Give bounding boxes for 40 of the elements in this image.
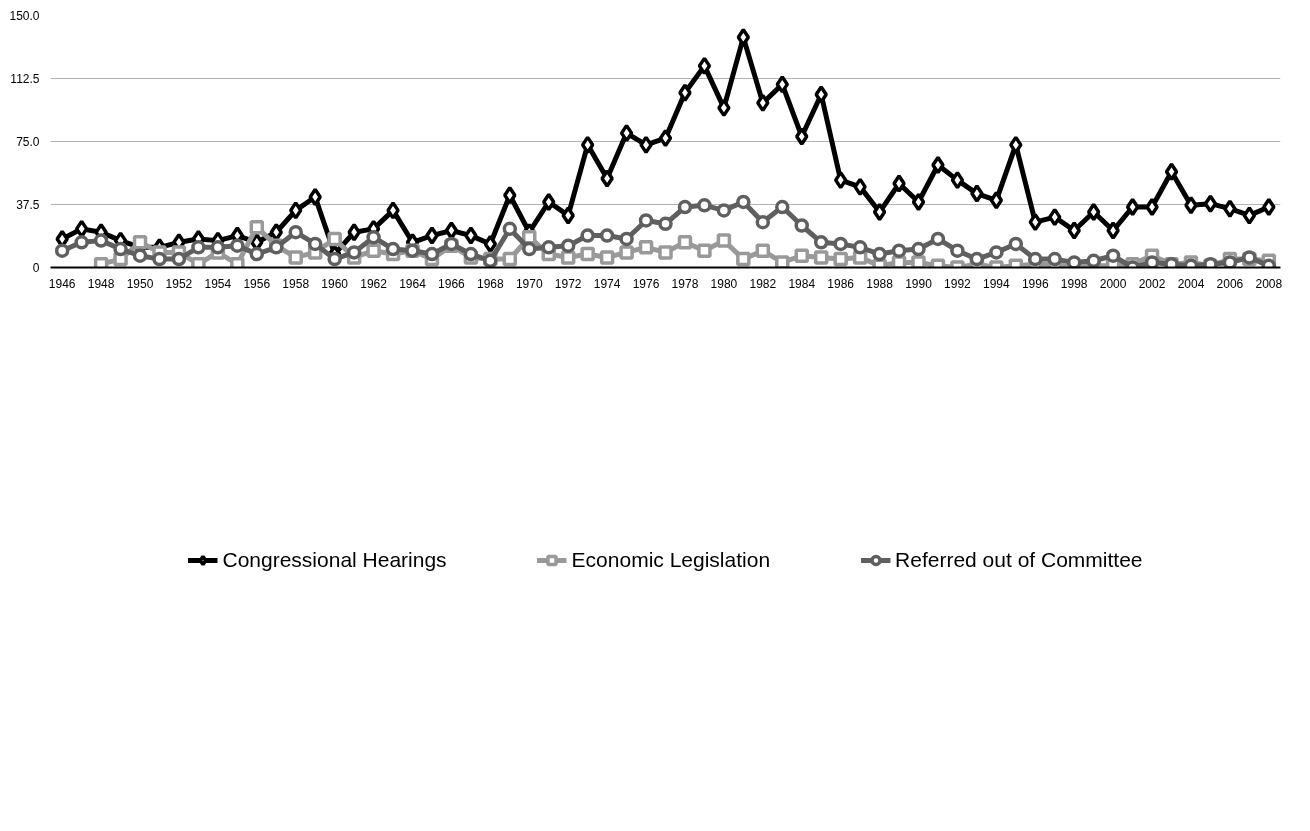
- x-tick-label: 2002: [1138, 276, 1166, 291]
- x-tick-label: 1952: [165, 276, 193, 291]
- x-tick-label: 1972: [554, 276, 582, 291]
- x-tick-label: 2000: [1099, 276, 1127, 291]
- y-tick-label: 0: [32, 261, 40, 275]
- x-tick-label: 1976: [632, 276, 660, 291]
- x-tick-label: 1974: [593, 276, 621, 291]
- x-tick-label: 1968: [476, 276, 505, 291]
- x-tick-label: 2006: [1216, 276, 1244, 291]
- x-tick-label: 1962: [360, 276, 388, 291]
- legend-label: Economic Legislation: [571, 548, 771, 572]
- legend-label: Congressional Hearings: [222, 548, 447, 572]
- x-tick-label: 1992: [944, 276, 972, 291]
- x-tick-label: 1950: [126, 276, 154, 291]
- x-tick-label: 2004: [1177, 276, 1205, 291]
- x-tick-label: 1982: [749, 276, 777, 291]
- x-tick-label: 1966: [438, 276, 466, 291]
- y-tick-label: 150.0: [9, 9, 40, 23]
- y-tick-label: 37.5: [16, 198, 40, 212]
- x-tick-label: 1978: [671, 276, 699, 291]
- x-tick-label: 1958: [282, 276, 310, 291]
- x-tick-label: 1994: [983, 276, 1011, 291]
- x-tick-label: 1986: [827, 276, 855, 291]
- x-tick-label: 1970: [515, 276, 543, 291]
- y-tick-label: 112.5: [10, 72, 40, 86]
- x-tick-label: 1998: [1060, 276, 1088, 291]
- x-tick-label: 1956: [243, 276, 271, 291]
- x-tick-label: 1964: [399, 276, 427, 291]
- x-tick-label: 1988: [866, 276, 894, 291]
- x-tick-label: 1960: [321, 276, 349, 291]
- y-tick-label: 75.0: [16, 135, 40, 149]
- x-tick-label: 1996: [1021, 276, 1049, 291]
- legend-label: Referred out of Committee: [895, 548, 1143, 572]
- x-tick-label: 1954: [204, 276, 232, 291]
- x-tick-label: 1946: [48, 276, 76, 291]
- x-tick-label: 2008: [1255, 276, 1283, 291]
- x-tick-label: 1990: [905, 276, 933, 291]
- x-tick-label: 1984: [788, 276, 816, 291]
- x-tick-label: 1948: [87, 276, 115, 291]
- x-tick-label: 1980: [710, 276, 738, 291]
